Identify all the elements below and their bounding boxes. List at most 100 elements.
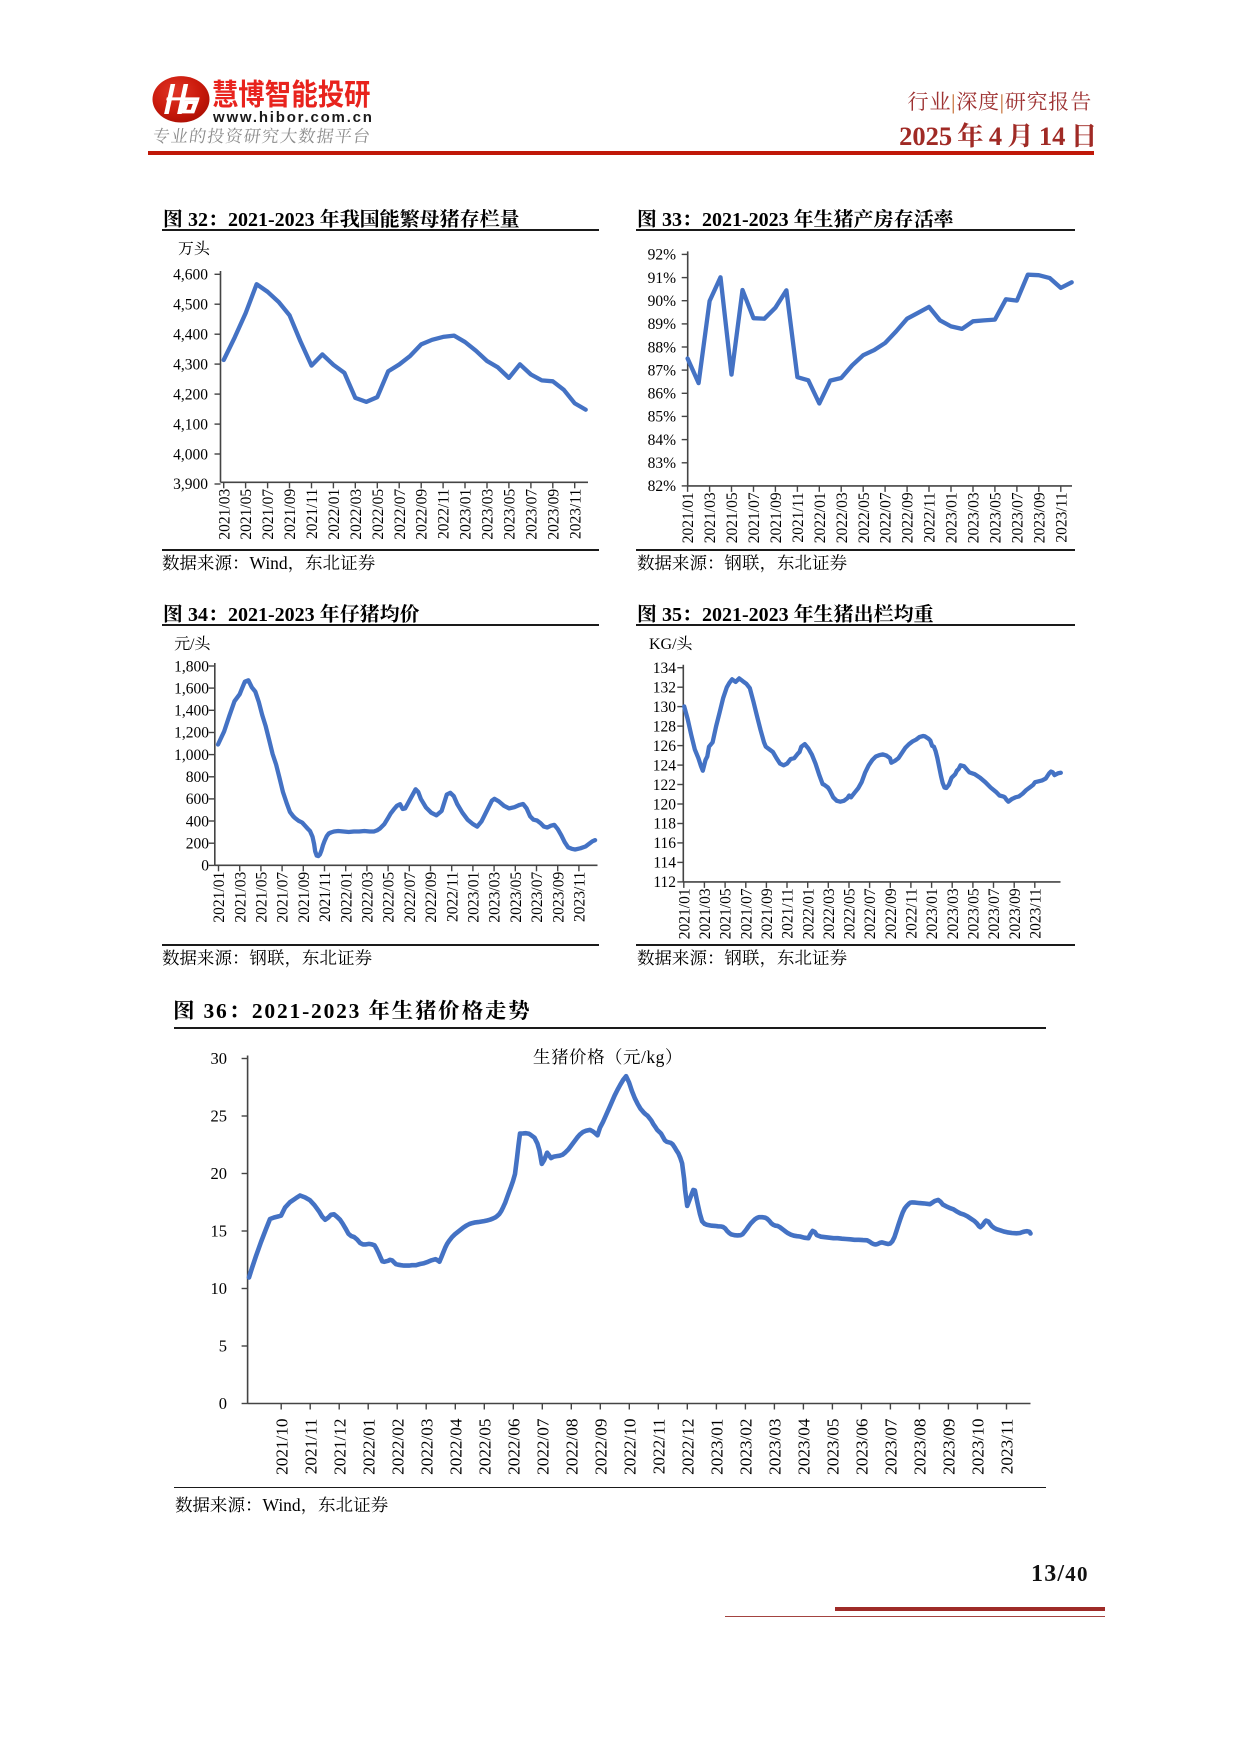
svg-text:2022/09: 2022/09 [883, 888, 900, 939]
svg-text:2022/01: 2022/01 [812, 492, 829, 543]
svg-text:2023/11: 2023/11 [567, 489, 584, 539]
svg-text:0: 0 [201, 858, 209, 875]
svg-text:90%: 90% [648, 293, 677, 310]
svg-text:2021/07: 2021/07 [260, 489, 277, 540]
svg-text:2021/07: 2021/07 [738, 888, 755, 939]
svg-text:15: 15 [211, 1222, 228, 1241]
svg-text:20: 20 [211, 1164, 228, 1183]
svg-text:600: 600 [186, 791, 210, 808]
svg-text:2021/05: 2021/05 [254, 872, 271, 923]
svg-text:2023/11: 2023/11 [1053, 492, 1070, 542]
svg-text:2022/03: 2022/03 [417, 1419, 436, 1475]
svg-text:2022/07: 2022/07 [402, 872, 419, 923]
svg-text:112: 112 [653, 874, 676, 891]
svg-text:2022/03: 2022/03 [360, 872, 377, 923]
svg-text:2023/07: 2023/07 [529, 872, 546, 923]
svg-text:2021/12: 2021/12 [330, 1419, 349, 1475]
svg-text:1,800: 1,800 [174, 658, 209, 675]
svg-text:2021/01: 2021/01 [676, 888, 693, 939]
svg-text:2023/03: 2023/03 [766, 1419, 785, 1475]
svg-text:2023/03: 2023/03 [966, 492, 983, 543]
svg-text:2023/07: 2023/07 [986, 888, 1003, 939]
svg-text:2022/07: 2022/07 [392, 489, 409, 540]
svg-text:4,400: 4,400 [173, 327, 208, 344]
svg-text:2023/05: 2023/05 [824, 1419, 843, 1475]
svg-text:2022/09: 2022/09 [414, 489, 431, 540]
svg-text:88%: 88% [648, 339, 677, 356]
svg-text:2023/03: 2023/03 [487, 872, 504, 923]
svg-text:4,600: 4,600 [173, 267, 208, 284]
svg-text:122: 122 [653, 777, 676, 794]
svg-text:132: 132 [653, 679, 676, 696]
svg-text:2021/09: 2021/09 [282, 489, 299, 540]
svg-text:130: 130 [653, 699, 677, 716]
svg-text:2021/09: 2021/09 [759, 888, 776, 939]
svg-text:2023/01: 2023/01 [708, 1419, 727, 1475]
svg-text:2021/11: 2021/11 [301, 1419, 320, 1475]
svg-text:2021/09: 2021/09 [768, 492, 785, 543]
svg-text:2023/07: 2023/07 [1009, 492, 1026, 543]
svg-text:120: 120 [653, 796, 677, 813]
svg-text:10: 10 [211, 1279, 228, 1298]
svg-text:5: 5 [219, 1337, 227, 1356]
svg-text:400: 400 [186, 813, 210, 830]
svg-text:2023/09: 2023/09 [1007, 888, 1024, 939]
svg-text:800: 800 [186, 769, 210, 786]
svg-text:2022/12: 2022/12 [679, 1419, 698, 1475]
svg-text:89%: 89% [648, 316, 677, 333]
svg-text:134: 134 [653, 660, 677, 677]
svg-text:2023/01: 2023/01 [458, 489, 475, 540]
svg-text:2022/11: 2022/11 [444, 872, 461, 922]
svg-text:2022/05: 2022/05 [370, 489, 387, 540]
svg-text:1,200: 1,200 [174, 725, 209, 742]
svg-text:118: 118 [653, 816, 676, 833]
svg-text:2021/11: 2021/11 [780, 888, 797, 938]
svg-text:82%: 82% [648, 478, 677, 495]
svg-text:2021/11: 2021/11 [304, 489, 321, 539]
svg-text:4,100: 4,100 [173, 416, 208, 433]
svg-text:2021/03: 2021/03 [702, 492, 719, 543]
svg-text:2021/07: 2021/07 [275, 872, 292, 923]
svg-text:2021/11: 2021/11 [790, 492, 807, 542]
svg-text:2023/05: 2023/05 [966, 888, 983, 939]
svg-text:2023/09: 2023/09 [940, 1419, 959, 1475]
svg-text:2021/01: 2021/01 [211, 872, 228, 923]
svg-text:1,600: 1,600 [174, 680, 209, 697]
svg-text:2022/04: 2022/04 [447, 1418, 466, 1475]
svg-text:2022/05: 2022/05 [476, 1419, 495, 1475]
svg-text:2022/11: 2022/11 [922, 492, 939, 542]
svg-text:2023/05: 2023/05 [988, 492, 1005, 543]
svg-text:92%: 92% [648, 247, 677, 264]
svg-text:2021/05: 2021/05 [724, 492, 741, 543]
svg-text:128: 128 [653, 718, 677, 735]
svg-text:2022/01: 2022/01 [800, 888, 817, 939]
svg-text:2022/08: 2022/08 [563, 1419, 582, 1475]
svg-text:2022/01: 2022/01 [359, 1419, 378, 1475]
svg-text:2022/09: 2022/09 [423, 872, 440, 923]
svg-text:85%: 85% [648, 409, 677, 426]
svg-text:4,000: 4,000 [173, 446, 208, 463]
svg-text:2023/09: 2023/09 [1031, 492, 1048, 543]
svg-text:2022/05: 2022/05 [842, 888, 859, 939]
svg-text:84%: 84% [648, 432, 677, 449]
svg-text:2023/10: 2023/10 [969, 1419, 988, 1475]
svg-text:2021/05: 2021/05 [238, 489, 255, 540]
svg-text:2023/07: 2023/07 [523, 489, 540, 540]
svg-text:3,900: 3,900 [173, 476, 208, 493]
svg-text:2021/03: 2021/03 [697, 888, 714, 939]
svg-text:2023/02: 2023/02 [737, 1419, 756, 1475]
svg-text:2022/02: 2022/02 [388, 1419, 407, 1475]
svg-text:2022/01: 2022/01 [326, 489, 343, 540]
svg-text:2023/09: 2023/09 [545, 489, 562, 540]
svg-text:2022/10: 2022/10 [621, 1419, 640, 1475]
svg-text:2022/11: 2022/11 [436, 489, 453, 539]
svg-text:2021/11: 2021/11 [317, 872, 334, 922]
svg-text:2023/01: 2023/01 [944, 492, 961, 543]
svg-text:2022/05: 2022/05 [856, 492, 873, 543]
svg-text:2023/05: 2023/05 [502, 489, 519, 540]
svg-text:2021/10: 2021/10 [272, 1419, 291, 1475]
svg-text:2023/09: 2023/09 [550, 872, 567, 923]
svg-text:1,400: 1,400 [174, 703, 209, 720]
svg-text:2023/05: 2023/05 [508, 872, 525, 923]
svg-text:86%: 86% [648, 386, 677, 403]
